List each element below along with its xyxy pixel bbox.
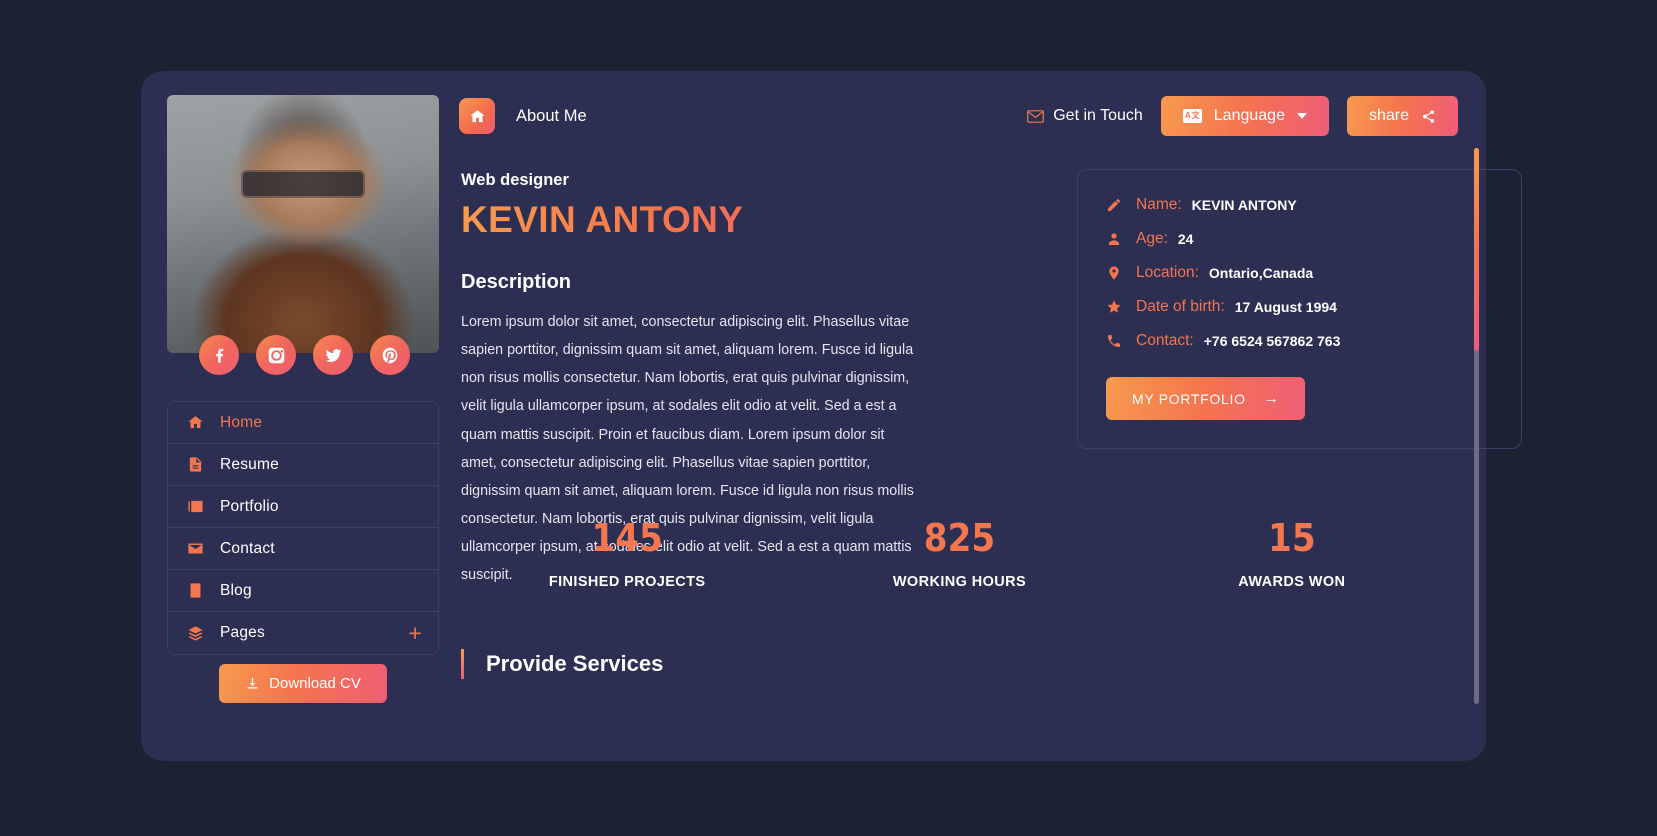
chevron-down-icon [1296,113,1307,119]
book-icon [186,582,204,599]
sidebar-item-label: Portfolio [220,497,279,515]
sidebar-item-portfolio[interactable]: Portfolio [168,486,438,528]
stat-label: FINISHED PROJECTS [548,574,706,590]
sidebar-item-label: Contact [220,539,275,557]
scrollbar-thumb[interactable] [1474,148,1479,351]
avatar [167,95,439,353]
user-icon [1106,231,1136,247]
get-in-touch-label: Get in Touch [1053,107,1143,124]
download-cv-button[interactable]: Download CV [219,664,387,703]
sidebar-item-label: Home [220,413,263,431]
stat-value: 15 [1268,516,1316,560]
facebook-icon [215,348,223,363]
download-cv-area: Download CV [167,664,439,703]
info-value: 24 [1177,231,1194,247]
envelope-icon [1027,109,1045,123]
personal-info-card: Name: KEVIN ANTONY Age: 24 Location: Ont… [1077,169,1522,449]
scrollbar-track[interactable] [1474,148,1479,704]
instagram-icon [268,347,284,363]
section-title: Provide Services [486,651,664,676]
description-heading: Description [461,271,572,293]
info-key: Age: [1136,230,1168,247]
stats-row: 145 FINISHED PROJECTS 825 WORKING HOURS … [461,516,1458,590]
sidebar-item-blog[interactable]: Blog [168,570,438,612]
stat-value: 145 [591,516,663,560]
sidebar-item-resume[interactable]: Resume [168,444,438,486]
get-in-touch-link[interactable]: Get in Touch [1027,107,1143,125]
share-button[interactable]: share [1346,96,1458,136]
info-value: +76 6524 567862 763 [1203,333,1341,349]
sidebar-item-label: Resume [220,455,279,473]
description-text: Lorem ipsum dolor sit amet, consectetur … [461,314,914,584]
stat-label: AWARDS WON [1238,574,1346,590]
arrow-right-icon: → [1263,390,1280,407]
sidebar-nav: Home Resume Portfolio Contact Blog Pages [167,401,439,655]
share-label: share [1368,107,1409,124]
star-icon [1106,299,1136,315]
social-links [199,335,410,375]
info-key: Name: [1136,196,1182,213]
info-row-location: Location: Ontario,Canada [1106,264,1493,282]
pinterest-link[interactable] [370,335,410,375]
envelope-icon [186,540,204,557]
stat-label: WORKING HOURS [892,574,1027,590]
facebook-link[interactable] [199,335,239,375]
images-icon [186,498,204,515]
home-tile-button[interactable] [459,98,495,134]
sidebar-item-pages[interactable]: Pages + [168,612,438,654]
stat-value: 825 [923,516,996,560]
info-value: KEVIN ANTONY [1191,197,1297,213]
stat-awards-won: 15 AWARDS WON [1126,516,1458,590]
sidebar-item-contact[interactable]: Contact [168,528,438,570]
sidebar-item-label: Pages [220,624,265,641]
language-label: Language [1213,107,1285,124]
pages-expand-icon[interactable]: + [408,619,422,646]
info-row-age: Age: 24 [1106,230,1493,248]
file-icon [186,456,204,473]
info-row-contact: Contact: +76 6524 567862 763 [1106,332,1493,350]
twitter-icon [325,348,341,362]
sidebar [167,95,439,375]
download-icon [247,677,258,689]
info-value: 17 August 1994 [1234,299,1337,315]
role-text: Web designer [461,171,569,189]
phone-icon [1106,333,1136,349]
share-nodes-icon [1422,109,1435,123]
my-portfolio-button[interactable]: MY PORTFOLIO → [1106,377,1306,420]
stat-finished-projects: 145 FINISHED PROJECTS [461,516,793,590]
page-title: About Me [516,106,587,125]
instagram-link[interactable] [256,335,296,375]
intro-block: Web designer KEVIN ANTONY Description Lo… [461,171,921,590]
info-row-name: Name: KEVIN ANTONY [1106,196,1493,214]
home-icon [186,414,204,431]
home-icon [469,109,485,122]
my-portfolio-label: MY PORTFOLIO [1132,390,1246,407]
person-name: KEVIN ANTONY [461,199,921,241]
info-key: Contact: [1136,332,1194,349]
download-cv-label: Download CV [269,675,361,692]
sidebar-item-label: Blog [220,581,252,599]
sidebar-item-home[interactable]: Home [168,402,438,444]
info-key: Date of birth: [1136,298,1225,315]
pencil-icon [1106,197,1136,213]
twitter-link[interactable] [313,335,353,375]
avatar-image [167,95,439,353]
info-value: Ontario,Canada [1208,265,1314,281]
section-accent-bar [461,649,464,679]
layers-icon [186,625,204,642]
info-key: Location: [1136,264,1199,281]
app-card: Home Resume Portfolio Contact Blog Pages [141,71,1522,761]
provide-services-section: Provide Services [461,649,663,679]
location-icon [1106,265,1136,281]
pinterest-icon [382,347,397,363]
info-row-dob: Date of birth: 17 August 1994 [1106,298,1493,316]
stat-working-hours: 825 WORKING HOURS [793,516,1125,590]
